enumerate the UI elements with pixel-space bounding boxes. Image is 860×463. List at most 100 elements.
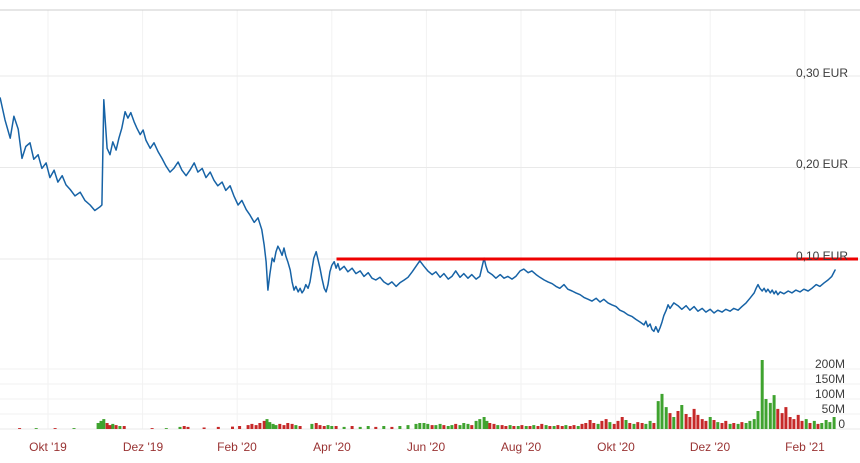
- volume-bar: [672, 417, 676, 429]
- price-axis-tick-label: 0,10 EUR: [795, 249, 848, 263]
- volume-bar: [34, 428, 38, 429]
- volume-bar: [776, 408, 780, 429]
- volume-bar: [182, 426, 186, 429]
- volume-bar: [314, 423, 318, 429]
- volume-bar: [520, 425, 524, 429]
- volume-bar: [580, 423, 584, 429]
- volume-bar: [398, 426, 402, 429]
- volume-bar: [318, 425, 322, 429]
- volume-bar: [274, 425, 278, 429]
- volume-axis-tick-label: 200M: [814, 357, 845, 371]
- volume-bar: [114, 425, 118, 429]
- volume-bar: [102, 419, 106, 429]
- volume-bar: [568, 426, 572, 429]
- volume-bar: [202, 427, 206, 429]
- volume-bar: [744, 423, 748, 429]
- volume-bar: [231, 426, 234, 429]
- volume-bar: [122, 426, 126, 429]
- volume-bar: [246, 425, 250, 429]
- volume-bar: [764, 399, 768, 429]
- volume-bar: [556, 425, 560, 429]
- volume-bar: [18, 428, 22, 429]
- x-axis-tick-label: Okt '19: [29, 440, 67, 454]
- volume-bar: [250, 423, 254, 429]
- volume-bar: [496, 425, 500, 429]
- volume-bar: [724, 420, 728, 429]
- volume-bar: [752, 419, 756, 429]
- x-axis-tick-label: Aug '20: [500, 440, 542, 454]
- volume-bar: [816, 423, 820, 429]
- volume-bar: [544, 425, 548, 429]
- x-axis-tick-label: Okt '20: [597, 440, 635, 454]
- volume-bar: [350, 426, 354, 429]
- price-axis-tick-label: 0,30 EUR: [795, 66, 848, 80]
- volume-bar: [426, 423, 430, 429]
- volume-bar: [632, 423, 636, 429]
- volume-bar: [768, 402, 772, 429]
- volume-bar: [784, 407, 788, 429]
- volume-bar: [532, 425, 536, 429]
- volume-bar: [720, 423, 724, 429]
- volume-bar: [262, 420, 266, 429]
- volume-bar: [584, 423, 588, 429]
- volume-bar: [258, 423, 262, 429]
- volume-bar: [216, 426, 220, 429]
- volume-bar: [488, 423, 492, 429]
- volume-bar: [118, 426, 122, 429]
- volume-bar: [186, 426, 190, 429]
- volume-bar: [564, 425, 568, 429]
- volume-bar: [596, 423, 600, 429]
- volume-bar: [150, 428, 154, 429]
- volume-bar: [492, 423, 496, 429]
- volume-bar: [624, 420, 628, 429]
- volume-bar: [500, 425, 504, 429]
- volume-bar: [588, 420, 592, 429]
- volume-bar: [548, 426, 552, 429]
- volume-bar: [616, 420, 620, 429]
- volume-bar: [560, 426, 564, 429]
- volume-bar: [450, 425, 454, 429]
- volume-bar: [820, 423, 824, 429]
- volume-bar: [418, 423, 422, 429]
- volume-bar: [278, 423, 282, 429]
- volume-bar: [680, 405, 684, 429]
- volume-bar: [772, 395, 776, 429]
- volume-bar: [660, 393, 664, 429]
- volume-axis-tick-label: 0: [838, 417, 845, 431]
- volume-bar: [684, 414, 688, 429]
- volume-bar: [644, 423, 648, 429]
- volume-bar: [442, 425, 446, 429]
- volume-bar: [446, 426, 450, 429]
- volume-bar: [608, 422, 612, 429]
- volume-bar: [708, 417, 712, 429]
- volume-bar: [111, 423, 115, 429]
- x-axis-tick-label: Dez '20: [689, 440, 731, 454]
- volume-bar: [474, 420, 478, 429]
- volume-bar: [828, 422, 832, 429]
- x-axis-tick-label: Feb '20: [217, 440, 257, 454]
- volume-bar: [282, 425, 286, 429]
- volume-bar: [676, 411, 680, 429]
- volume-bar: [736, 423, 740, 429]
- price-axis-tick-label: 0,20 EUR: [795, 157, 848, 171]
- volume-bar: [552, 426, 556, 429]
- volume-bar: [254, 425, 258, 429]
- volume-bar: [712, 420, 716, 429]
- volume-bar: [105, 423, 109, 429]
- volume-bar: [238, 426, 242, 429]
- volume-bar: [792, 419, 796, 429]
- volume-bar: [454, 423, 458, 429]
- volume-bar: [382, 426, 386, 429]
- volume-bar: [528, 426, 532, 429]
- volume-bar: [466, 423, 470, 429]
- volume-bar: [780, 413, 784, 429]
- volume-bar: [688, 417, 692, 429]
- volume-bar: [716, 422, 720, 429]
- volume-bar: [366, 426, 370, 429]
- volume-bar: [298, 426, 302, 429]
- volume-bar: [656, 401, 660, 429]
- volume-bar: [572, 425, 576, 429]
- volume-bar: [99, 420, 103, 429]
